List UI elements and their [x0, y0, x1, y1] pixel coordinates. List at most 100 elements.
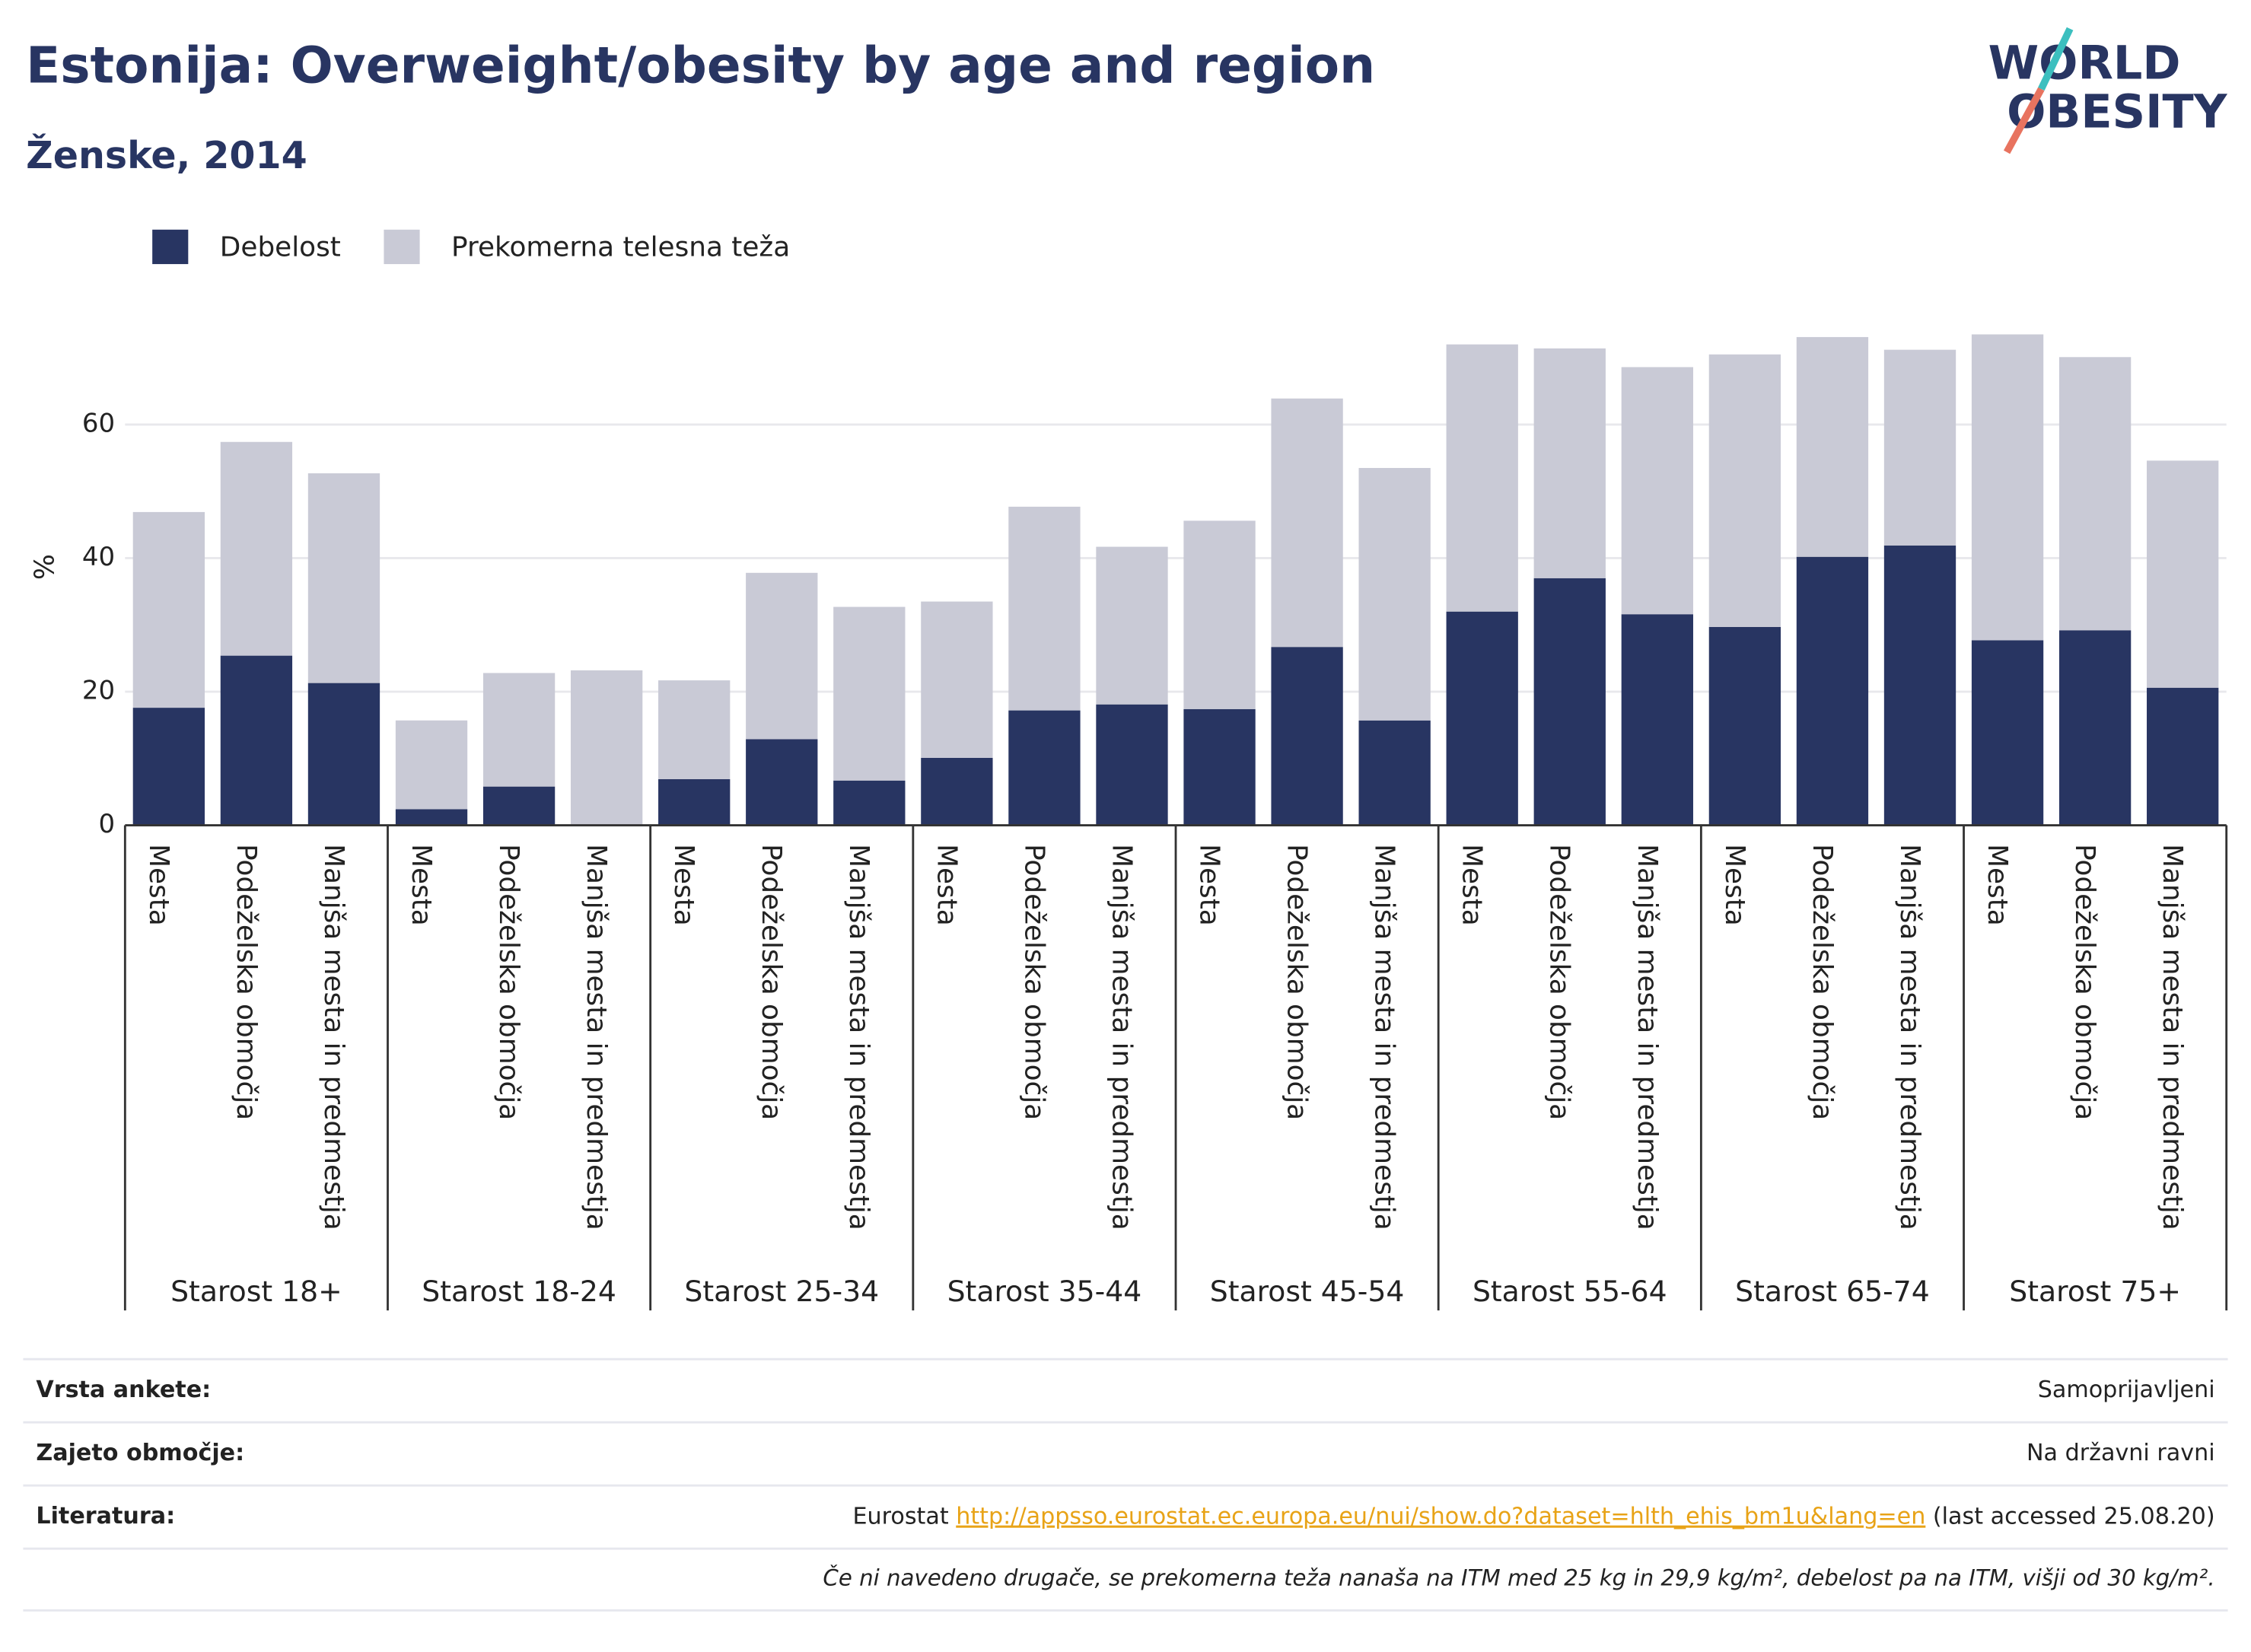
footer-value: Na državni ravni	[2027, 1440, 2215, 1466]
x-tick-label: Mesta	[931, 844, 962, 926]
bar-segment	[1533, 578, 1606, 826]
y-axis-label: %	[30, 554, 61, 580]
x-tick-label: Mesta	[1719, 844, 1750, 926]
footer-link[interactable]: http://appsso.eurostat.ec.europa.eu/nui/…	[956, 1503, 1925, 1529]
footer-label: Literatura:	[36, 1503, 175, 1529]
bar-segment	[132, 511, 205, 708]
bar-segment	[1533, 348, 1606, 578]
bar-segment	[1008, 710, 1081, 826]
footer-value: Samoprijavljeni	[2038, 1377, 2215, 1403]
footer-label: Zajeto območje:	[36, 1440, 244, 1466]
footer-label: Vrsta ankete:	[36, 1377, 211, 1403]
footer-text: (last accessed 25.08.20)	[1925, 1503, 2214, 1529]
bar-segment	[746, 739, 818, 826]
y-tick-label: 40	[82, 542, 115, 572]
bar-segment	[307, 473, 380, 683]
bar-segment	[1708, 354, 1781, 627]
bar-segment	[1708, 626, 1781, 826]
bar-segment	[833, 780, 906, 826]
bar-segment	[1446, 344, 1518, 612]
footer-text: Eurostat	[852, 1503, 956, 1529]
group-label: Starost 18+	[170, 1275, 342, 1308]
x-tick-label: Podeželska območja	[1018, 844, 1049, 1120]
bar-segment	[921, 601, 993, 758]
bar-segment	[1271, 647, 1343, 826]
group-label: Starost 75+	[2009, 1275, 2181, 1308]
x-tick-label: Manjša mesta in predmestja	[1369, 844, 1400, 1230]
bar-segment	[1971, 334, 2044, 641]
bar-segment	[220, 655, 293, 826]
bar-segment	[1358, 467, 1431, 721]
x-tick-label: Manjša mesta in predmestja	[318, 844, 349, 1230]
group-label: Starost 65-74	[1735, 1275, 1930, 1308]
logo-text: WORLD	[1988, 37, 2181, 90]
x-tick-label: Podeželska območja	[2069, 844, 2100, 1120]
bar-segment	[1796, 556, 1869, 826]
bar-segment	[1096, 704, 1168, 826]
bar-segment	[570, 670, 643, 826]
bar-segment	[1883, 545, 1956, 826]
x-tick-label: Mesta	[668, 844, 699, 926]
bar-segment	[1621, 367, 1693, 615]
x-tick-label: Podeželska območja	[231, 844, 262, 1120]
x-tick-label: Mesta	[1193, 844, 1224, 926]
chart-subtitle: Ženske, 2014	[26, 132, 307, 177]
bar-segment	[658, 680, 731, 779]
x-tick-label: Podeželska območja	[756, 844, 787, 1120]
y-tick-label: 60	[82, 408, 115, 438]
x-tick-label: Manjša mesta in predmestja	[843, 844, 874, 1230]
bar-segment	[2147, 460, 2219, 688]
x-tick-label: Podeželska območja	[1544, 844, 1575, 1120]
x-tick-label: Mesta	[1457, 844, 1488, 926]
x-tick-label: Podeželska območja	[1807, 844, 1838, 1120]
bar-segment	[395, 720, 468, 810]
bar-segment	[2058, 630, 2132, 826]
bar-segment	[1008, 506, 1081, 711]
bar-segment	[1446, 611, 1518, 826]
legend-label: Prekomerna telesna teža	[451, 231, 790, 263]
legend-swatch	[152, 229, 189, 265]
group-label: Starost 45-54	[1210, 1275, 1405, 1308]
x-tick-label: Manjša mesta in predmestja	[1106, 844, 1137, 1230]
bar-segment	[395, 809, 468, 826]
logo-text: OBESITY	[2007, 85, 2228, 138]
x-tick-label: Manjša mesta in predmestja	[2157, 844, 2188, 1230]
y-tick-label: 0	[99, 809, 116, 839]
x-tick-label: Manjša mesta in predmestja	[1632, 844, 1663, 1230]
x-tick-label: Podeželska območja	[493, 844, 524, 1120]
chart-title: Estonija: Overweight/obesity by age and …	[26, 37, 1375, 95]
bar-segment	[1183, 708, 1256, 826]
group-label: Starost 25-34	[684, 1275, 879, 1308]
group-label: Starost 18-24	[422, 1275, 616, 1308]
bar-segment	[921, 757, 993, 826]
bar-segment	[746, 572, 818, 740]
x-tick-label: Manjša mesta in predmestja	[1894, 844, 1925, 1230]
bar-segment	[2058, 357, 2132, 631]
bar-segment	[658, 778, 731, 826]
bar-segment	[1358, 720, 1431, 826]
legend-swatch	[384, 229, 420, 265]
bar-segment	[1883, 349, 1956, 546]
logo-slash	[2038, 27, 2074, 91]
logo-slash	[2003, 87, 2045, 154]
bar-segment	[482, 786, 556, 826]
bar-segment	[833, 606, 906, 781]
bar-segment	[1183, 520, 1256, 709]
x-tick-label: Podeželska območja	[1282, 844, 1313, 1120]
bar-segment	[220, 441, 293, 656]
group-label: Starost 55-64	[1473, 1275, 1667, 1308]
y-tick-label: 20	[82, 676, 115, 706]
legend-label: Debelost	[220, 231, 341, 263]
x-tick-label: Mesta	[1982, 844, 2013, 926]
x-tick-label: Mesta	[143, 844, 174, 926]
group-label: Starost 35-44	[947, 1275, 1142, 1308]
bar-segment	[132, 708, 205, 826]
bar-segment	[482, 673, 556, 787]
x-tick-label: Manjša mesta in predmestja	[581, 844, 612, 1230]
bar-segment	[307, 683, 380, 826]
bar-segment	[1621, 614, 1693, 826]
footer-value: Eurostat http://appsso.eurostat.ec.europ…	[852, 1503, 2214, 1529]
bar-segment	[1096, 546, 1168, 705]
